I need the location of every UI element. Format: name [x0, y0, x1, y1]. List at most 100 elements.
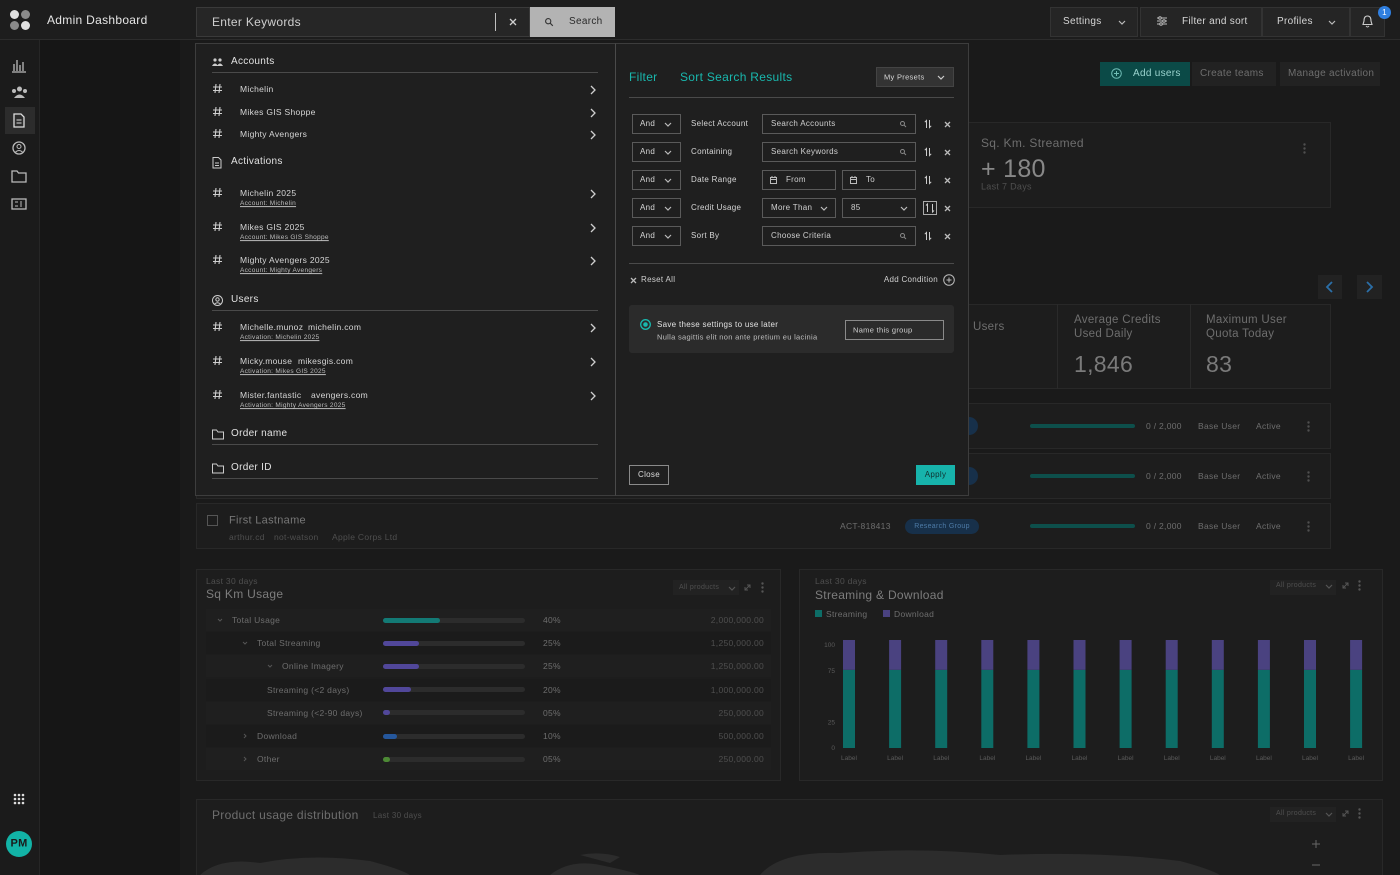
operator-select[interactable] — [632, 170, 681, 190]
nav-profile[interactable] — [12, 141, 26, 155]
group-placeholder: Name this group — [853, 325, 913, 335]
more-menu[interactable] — [1307, 521, 1310, 532]
more-menu[interactable] — [761, 582, 764, 593]
row-toggle[interactable] — [242, 733, 248, 739]
hash-icon — [213, 128, 222, 139]
group-name-input[interactable] — [845, 320, 944, 340]
action-button[interactable] — [1280, 62, 1380, 86]
operator-select[interactable] — [632, 198, 681, 218]
close-icon[interactable] — [944, 149, 951, 156]
condition-input[interactable] — [842, 170, 916, 190]
input-placeholder: Search Accounts — [771, 119, 836, 129]
filter-sort-menu[interactable] — [1140, 7, 1262, 37]
app-launcher[interactable] — [13, 793, 25, 805]
save-radio[interactable] — [640, 319, 651, 330]
chevron-right — [590, 189, 596, 199]
close-button[interactable] — [629, 465, 669, 485]
row-toggle[interactable] — [217, 617, 223, 623]
more-menu[interactable] — [1358, 808, 1361, 819]
close-icon[interactable] — [944, 233, 951, 240]
chevron-right — [590, 357, 596, 367]
row-toggle[interactable] — [242, 756, 248, 762]
more-menu[interactable] — [1303, 143, 1306, 154]
sort-toggle[interactable] — [923, 201, 937, 215]
result-link: Account: Michelin — [240, 200, 297, 208]
metric-title: Sq. Km. Streamed — [981, 135, 1084, 150]
condition-input[interactable] — [842, 198, 916, 218]
row-toggle[interactable] — [242, 640, 248, 646]
condition-label: Credit Usage — [691, 203, 742, 213]
rows-divider — [629, 263, 954, 264]
sort-toggle[interactable] — [924, 175, 932, 185]
bar-fill — [383, 663, 419, 669]
operator-select[interactable] — [632, 142, 681, 162]
condition-label: Containing — [691, 147, 733, 157]
role: Base User — [1198, 520, 1241, 531]
condition-input[interactable] — [762, 198, 836, 218]
result-name: Mister.fantastic — [240, 389, 302, 400]
chevron-down — [664, 122, 672, 127]
operator-select[interactable] — [632, 226, 681, 246]
close-icon[interactable] — [944, 121, 951, 128]
row-name: Total Streaming — [257, 638, 321, 649]
nav-documents[interactable] — [13, 113, 25, 128]
action-button[interactable] — [1192, 62, 1276, 86]
prev-button[interactable] — [1318, 275, 1342, 299]
nav-folders[interactable] — [11, 169, 27, 183]
add-condition[interactable]: Add Condition — [883, 275, 938, 285]
nav-billing[interactable] — [11, 198, 27, 210]
search-input[interactable] — [196, 7, 530, 37]
product-filter[interactable] — [1270, 580, 1336, 595]
input-search-icon — [900, 149, 907, 156]
product-filter[interactable] — [1270, 807, 1336, 822]
more-menu[interactable] — [1307, 471, 1310, 482]
sort-toggle[interactable] — [924, 119, 932, 129]
search-caret — [495, 13, 496, 31]
tab-sort[interactable]: Sort Search Results — [680, 69, 793, 84]
product-filter[interactable] — [673, 580, 739, 595]
nav-teams[interactable] — [11, 85, 28, 99]
add-condition-icon[interactable] — [943, 274, 955, 286]
legend-label: Streaming — [826, 608, 868, 619]
row-toggle[interactable] — [267, 663, 273, 669]
reset-all[interactable]: Reset All — [641, 275, 676, 285]
company: Apple Corps Ltd — [332, 531, 398, 542]
zoom-in[interactable] — [1312, 840, 1320, 848]
row-checkbox[interactable] — [207, 515, 218, 526]
world-map — [200, 850, 1220, 875]
operator-select[interactable] — [632, 114, 681, 134]
search-button[interactable] — [530, 7, 615, 37]
condition-input[interactable] — [762, 142, 916, 162]
input-value: To — [866, 175, 876, 185]
next-button[interactable] — [1357, 275, 1382, 299]
profiles-menu[interactable] — [1262, 7, 1350, 37]
more-menu[interactable] — [1307, 421, 1310, 432]
expand-icon[interactable] — [1342, 810, 1349, 817]
close-icon[interactable] — [630, 277, 637, 284]
bar-fill — [383, 733, 398, 739]
condition-input[interactable] — [762, 226, 916, 246]
condition-input[interactable] — [762, 170, 836, 190]
more-menu[interactable] — [1358, 580, 1361, 591]
sort-toggle[interactable] — [924, 147, 932, 157]
expand-icon[interactable] — [1342, 582, 1349, 589]
input-value: From — [786, 175, 806, 185]
close-icon[interactable] — [944, 177, 951, 184]
sort-toggle[interactable] — [924, 231, 932, 241]
next-arrow — [1366, 281, 1374, 293]
presets-button[interactable] — [876, 67, 954, 87]
avatar[interactable] — [6, 831, 32, 857]
close-icon[interactable] — [944, 205, 951, 212]
expand-icon[interactable] — [744, 584, 751, 591]
stat-label: Maximum User Quota Today — [1206, 314, 1287, 340]
nav-analytics[interactable] — [11, 57, 27, 73]
result-link: Activation: Mighty Avengers 2025 — [240, 402, 346, 410]
condition-input[interactable] — [762, 114, 916, 134]
apply-button[interactable] — [916, 465, 955, 485]
tab-filter[interactable]: Filter — [629, 69, 658, 84]
section-divider — [212, 310, 598, 311]
usage-bar — [1030, 524, 1135, 528]
close-icon[interactable] — [509, 18, 517, 26]
zoom-out[interactable] — [1312, 864, 1320, 866]
add-icon — [1111, 68, 1122, 79]
